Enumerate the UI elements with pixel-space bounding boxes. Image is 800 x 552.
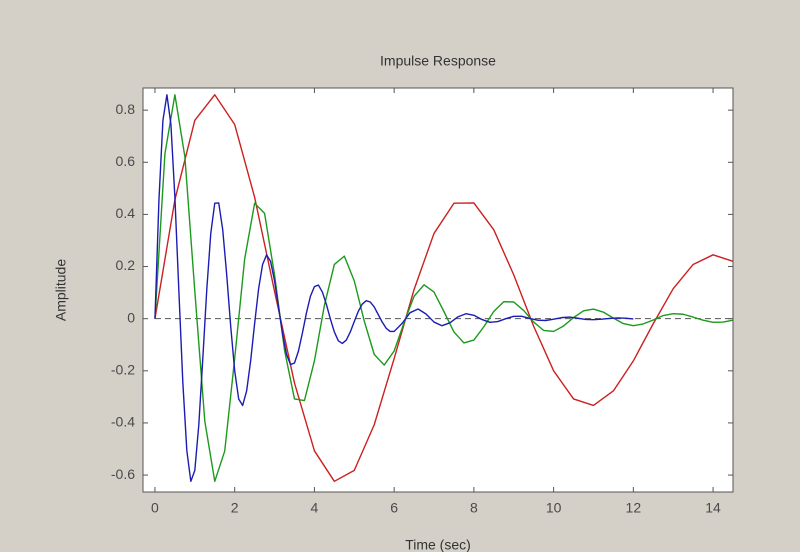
x-tick-label: 14 (705, 500, 721, 516)
plot-content (154, 94, 734, 483)
x-tick-label: 8 (470, 500, 478, 516)
x-tick-label: 10 (546, 500, 562, 516)
y-tick-label: -0.2 (111, 362, 135, 378)
plot-frame (142, 87, 734, 493)
x-tick-label: 2 (231, 500, 239, 516)
series-line (154, 94, 634, 483)
series-line (154, 94, 734, 483)
x-tick-label: 12 (626, 500, 642, 516)
x-tick-label: 4 (311, 500, 319, 516)
y-axis-label: Amplitude (53, 259, 69, 321)
series-line (154, 94, 734, 483)
x-tick-label: 0 (151, 500, 159, 516)
y-tick-label: 0.2 (116, 257, 136, 273)
y-tick-label: -0.4 (111, 414, 135, 430)
y-tick-label: 0.8 (116, 101, 136, 117)
x-tick-label: 6 (390, 500, 398, 516)
y-tick-label: -0.6 (111, 466, 135, 482)
y-tick-label: 0 (127, 309, 135, 325)
y-tick-label: 0.6 (116, 153, 136, 169)
x-axis-label: Time (sec) (405, 537, 471, 552)
chart-title: Impulse Response (380, 53, 496, 69)
plot-area (143, 88, 733, 492)
y-tick-label: 0.4 (116, 205, 136, 221)
